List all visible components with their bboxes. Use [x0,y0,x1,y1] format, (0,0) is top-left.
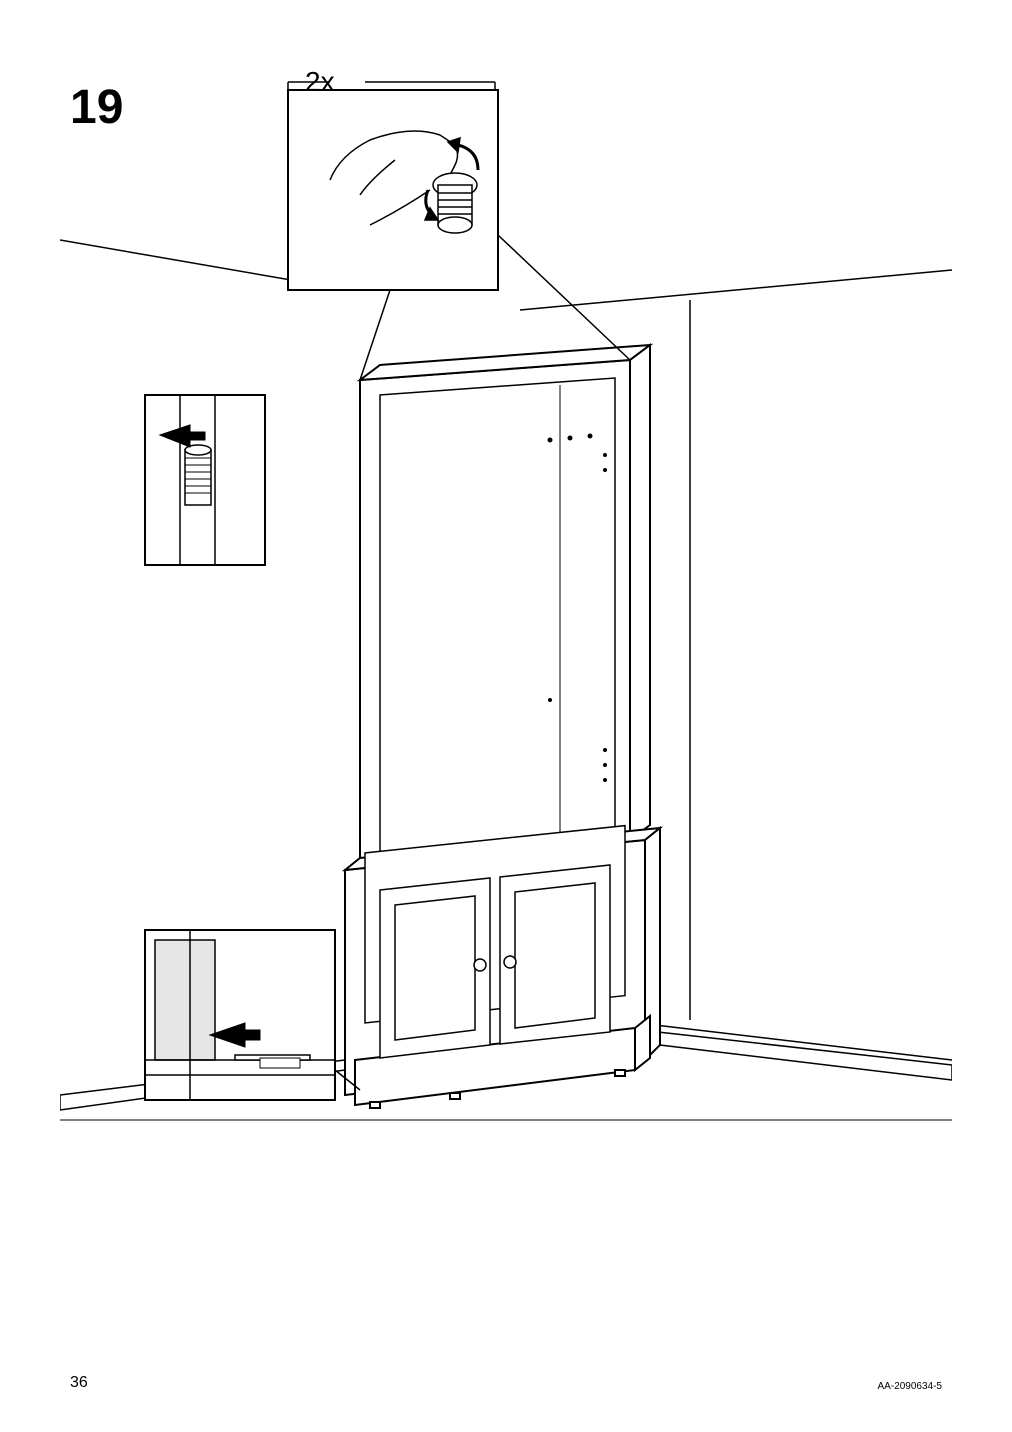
assembly-illustration [60,60,952,1160]
page-number: 36 [70,1374,88,1392]
detail-top-hand [288,82,630,380]
document-id: AA-2090634-5 [878,1381,943,1392]
main-cabinet [345,345,660,1108]
detail-middle-foot [145,395,265,565]
detail-bottom-plinth [145,930,360,1100]
